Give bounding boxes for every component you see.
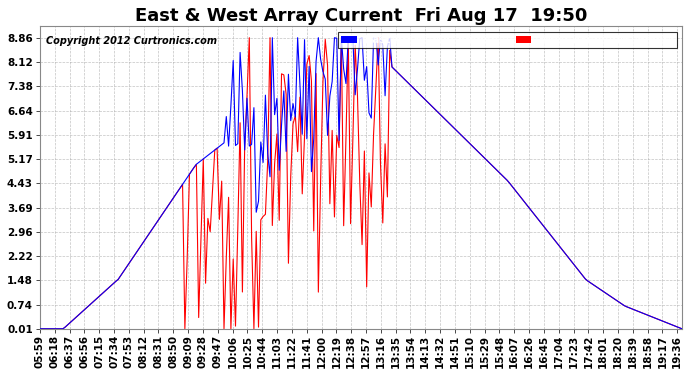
Text: Copyright 2012 Curtronics.com: Copyright 2012 Curtronics.com bbox=[46, 36, 217, 46]
Title: East & West Array Current  Fri Aug 17  19:50: East & West Array Current Fri Aug 17 19:… bbox=[135, 7, 587, 25]
Legend: East Array  (DC Amps), West Array  (DC Amps): East Array (DC Amps), West Array (DC Amp… bbox=[338, 32, 677, 48]
